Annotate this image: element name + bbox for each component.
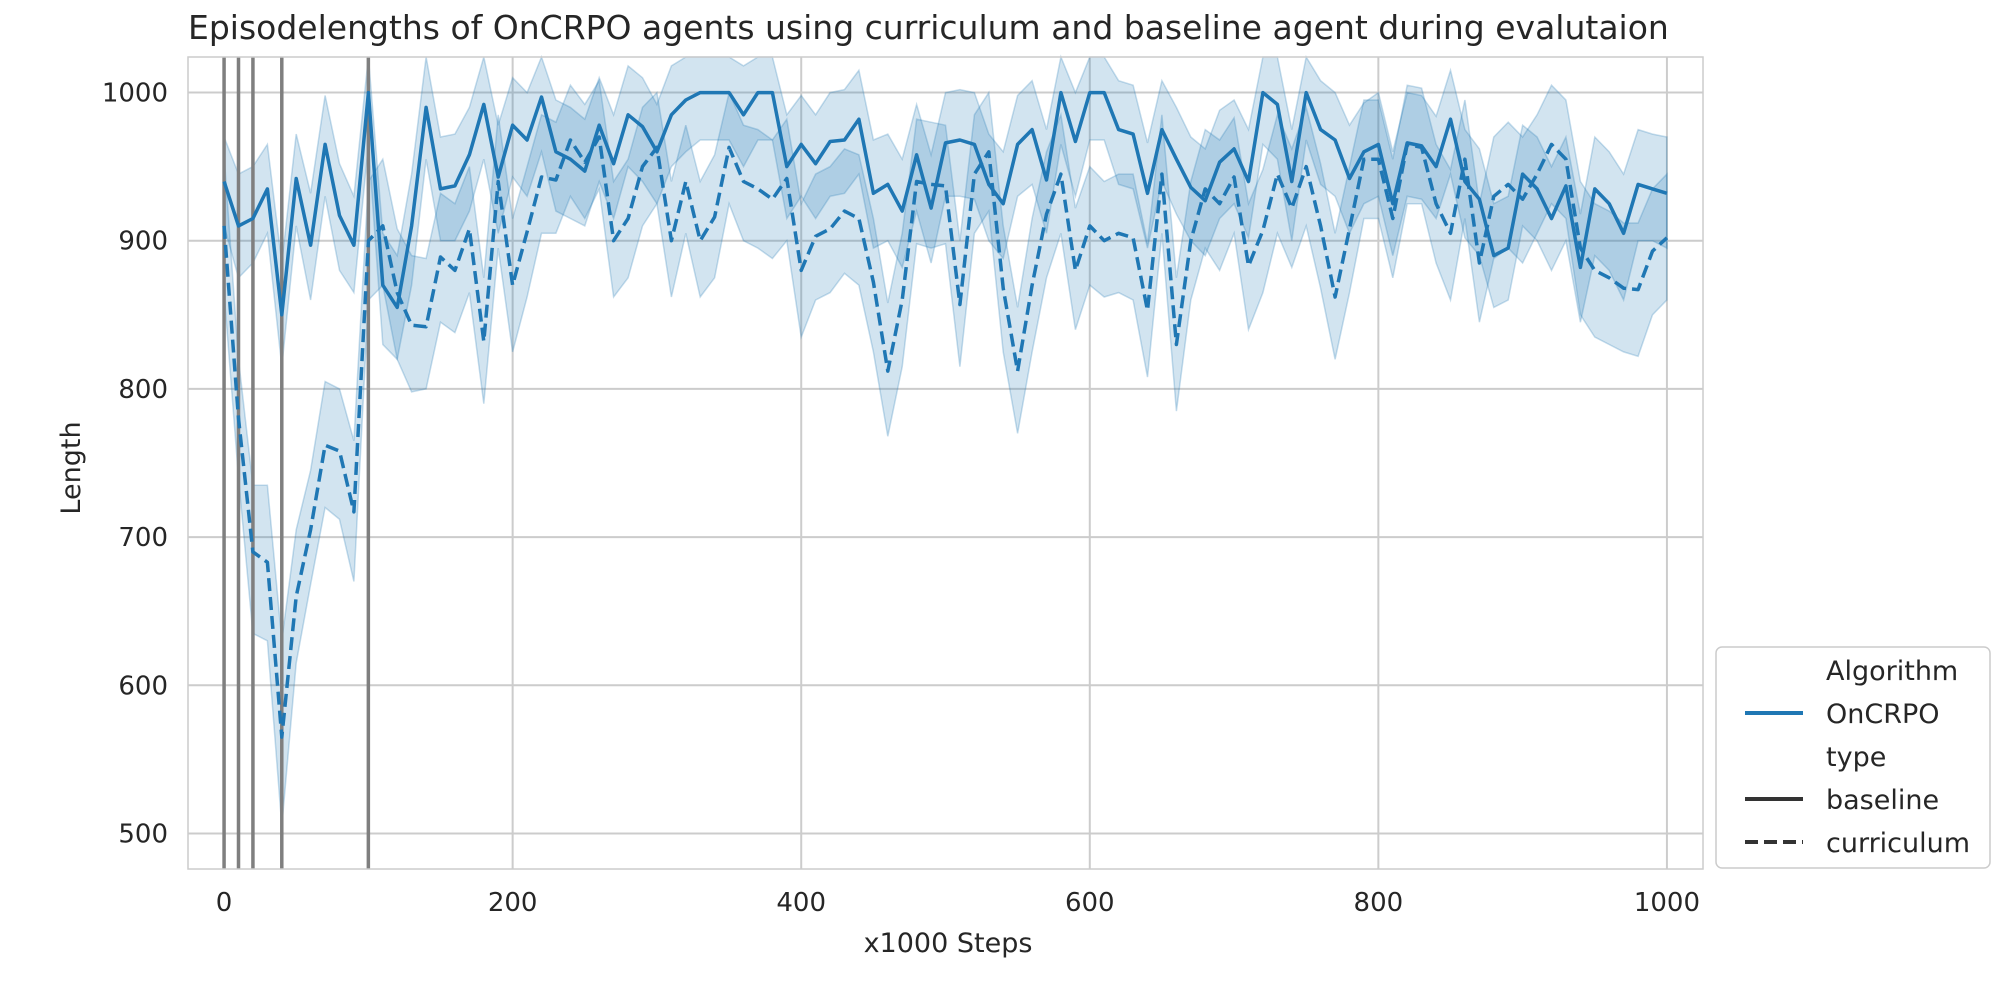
x-tick-label: 600 bbox=[1065, 888, 1115, 918]
legend: Algorithm OnCRPO type baseline curriculum bbox=[1715, 646, 1991, 869]
x-tick-label: 200 bbox=[488, 888, 538, 918]
series-line-baseline bbox=[222, 90, 1668, 317]
vertical-marker-lines bbox=[222, 57, 371, 869]
y-tick-label: 700 bbox=[118, 523, 168, 553]
legend-label-baseline: baseline bbox=[1826, 785, 1939, 816]
y-tick-label: 500 bbox=[118, 819, 168, 849]
chart-title: Episodelengths of OnCRPO agents using cu… bbox=[188, 8, 1669, 47]
legend-box bbox=[1715, 646, 1991, 869]
legend-label-curriculum: curriculum bbox=[1826, 828, 1970, 859]
y-tick-label: 900 bbox=[118, 227, 168, 257]
y-tick-label: 600 bbox=[118, 671, 168, 701]
confidence-band-curriculum bbox=[223, 78, 1668, 827]
series-lines bbox=[222, 90, 1669, 739]
confidence-bands bbox=[223, 54, 1668, 827]
y-tick-label: 800 bbox=[118, 375, 168, 405]
legend-label-type: type bbox=[1826, 742, 1886, 773]
grid-lines bbox=[188, 57, 1703, 869]
x-tick-label: 400 bbox=[776, 888, 826, 918]
y-axis-label: Length bbox=[56, 421, 87, 514]
x-axis-label: x1000 Steps bbox=[864, 928, 1033, 959]
legend-label-algorithm: Algorithm bbox=[1826, 656, 1958, 687]
x-tick-labels: 0 200 400 600 800 1000 bbox=[216, 888, 1700, 918]
plot-frame bbox=[187, 56, 1704, 870]
y-tick-labels: 500 600 700 800 900 1000 bbox=[102, 79, 168, 850]
legend-label-oncrpo: OnCRPO bbox=[1826, 699, 1940, 730]
y-tick-label: 1000 bbox=[102, 79, 168, 109]
x-tick-label: 1000 bbox=[1634, 888, 1700, 918]
series-line-curriculum bbox=[222, 135, 1669, 739]
x-tick-label: 800 bbox=[1354, 888, 1404, 918]
x-tick-label: 0 bbox=[216, 888, 233, 918]
